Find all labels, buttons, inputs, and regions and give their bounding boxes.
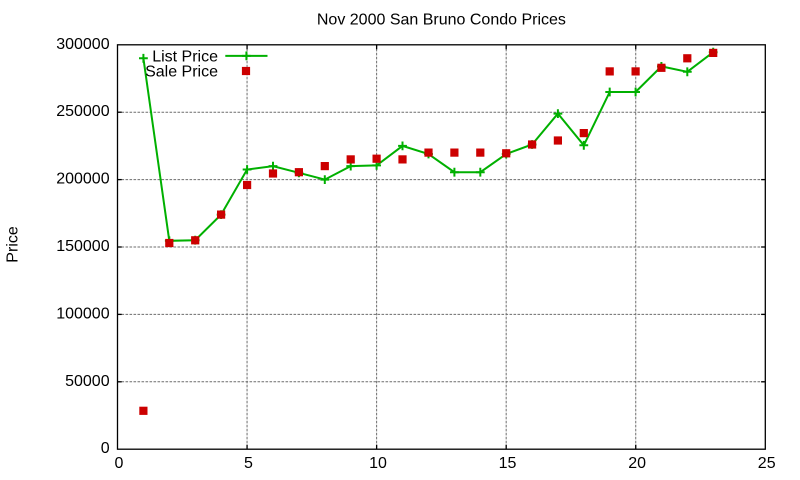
svg-text:0: 0	[101, 440, 110, 457]
svg-text:5: 5	[244, 455, 253, 472]
svg-text:200000: 200000	[56, 171, 109, 188]
svg-text:Sale Price: Sale Price	[145, 64, 218, 81]
svg-text:List Price: List Price	[152, 49, 218, 66]
svg-text:25: 25	[758, 455, 776, 472]
svg-text:250000: 250000	[56, 103, 109, 120]
svg-text:Nov 2000 San Bruno Condo Price: Nov 2000 San Bruno Condo Prices	[317, 12, 566, 29]
svg-text:0: 0	[114, 455, 123, 472]
svg-text:50000: 50000	[65, 373, 110, 390]
svg-text:150000: 150000	[56, 238, 109, 255]
svg-text:20: 20	[628, 455, 646, 472]
svg-text:Price: Price	[5, 226, 22, 263]
svg-text:10: 10	[369, 455, 387, 472]
svg-text:100000: 100000	[56, 305, 109, 322]
svg-text:300000: 300000	[56, 36, 109, 53]
svg-text:15: 15	[499, 455, 517, 472]
